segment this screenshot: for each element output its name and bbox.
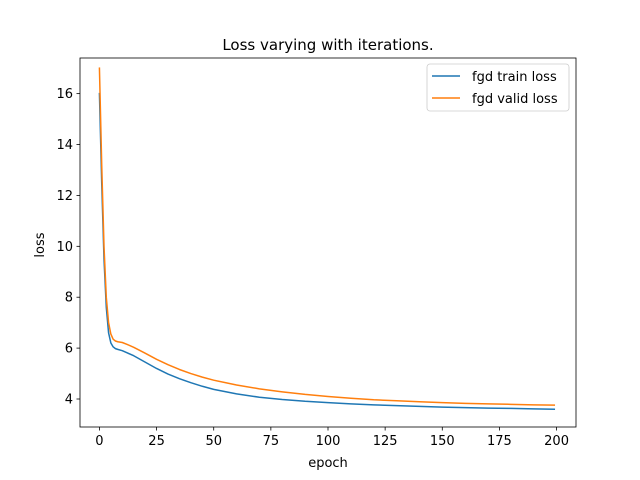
x-tick-label: 50	[205, 434, 222, 449]
chart-title: Loss varying with iterations.	[222, 36, 433, 54]
axes-layer: 0 25 50 75 100 125 150 175 200 4 6 8 10 12 14 16	[56, 57, 577, 449]
series-line-train-loss	[98, 92, 556, 410]
y-tick-label: 4	[65, 393, 73, 408]
legend: fgd train loss fgd valid loss	[426, 63, 570, 112]
series-layer	[98, 67, 556, 410]
y-tick-label: 14	[56, 138, 73, 153]
y-tick-label: 8	[65, 291, 73, 306]
x-tick-label: 100	[316, 434, 341, 449]
y-tick-label: 16	[56, 87, 73, 102]
x-tick-label: 125	[373, 434, 398, 449]
legend-box	[426, 63, 570, 112]
legend-entry: fgd valid loss	[472, 92, 558, 107]
y-tick-label: 10	[56, 240, 73, 255]
series-line-valid-loss	[98, 67, 556, 406]
legend-entry: fgd train loss	[472, 70, 557, 85]
y-tick-label: 12	[56, 189, 73, 204]
x-tick-label: 150	[430, 434, 455, 449]
x-tick-label: 75	[263, 434, 280, 449]
y-tick-label: 6	[65, 342, 73, 357]
x-axis-label: epoch	[308, 456, 348, 471]
x-tick-label: 0	[95, 434, 103, 449]
x-tick-label: 200	[544, 434, 569, 449]
x-tick-label: 175	[487, 434, 512, 449]
x-tick-label: 25	[148, 434, 165, 449]
y-axis-label: loss	[33, 232, 48, 257]
